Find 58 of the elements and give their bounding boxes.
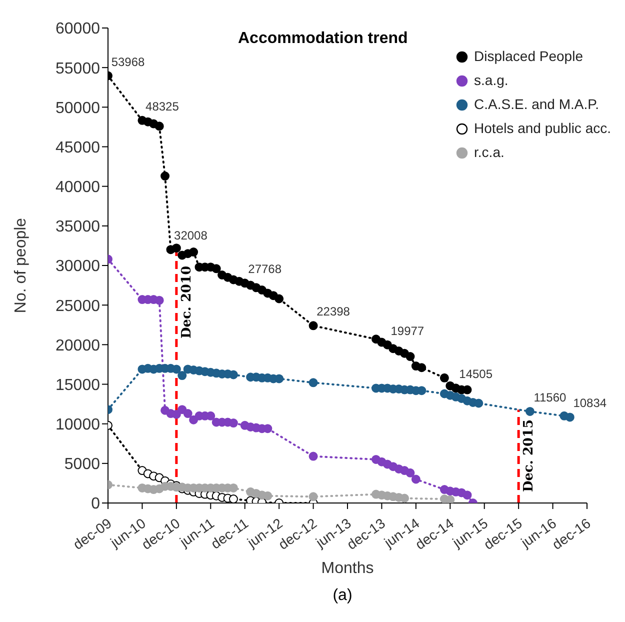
y-tick-label: 40000 <box>56 179 100 196</box>
point <box>263 491 272 500</box>
y-tick-label: 10000 <box>56 416 100 434</box>
point <box>525 406 534 416</box>
y-tick-label: 35000 <box>56 218 100 236</box>
y-tick-label: 20000 <box>56 337 100 354</box>
point <box>172 244 181 253</box>
annotation: 53968 <box>111 54 146 69</box>
point <box>406 352 415 362</box>
legend-label: C.A.S.E. and M.A.P. <box>474 96 600 112</box>
ref-line-label: Dec. 2010 <box>179 266 194 339</box>
point <box>446 495 455 503</box>
y-tick-label: 45000 <box>56 139 100 156</box>
y-tick-label: 25000 <box>56 298 100 315</box>
point <box>565 412 574 422</box>
point <box>474 398 484 408</box>
annotation: 19977 <box>390 324 424 338</box>
y-tick-label: 50000 <box>56 100 100 117</box>
annotation: 48325 <box>146 99 180 114</box>
point <box>308 452 318 461</box>
y-axis-title: No. of people <box>12 218 30 314</box>
point <box>212 264 221 274</box>
point <box>308 492 318 502</box>
point <box>160 172 170 181</box>
y-tick-label: 15000 <box>56 376 100 394</box>
point <box>462 490 472 500</box>
point <box>440 373 449 382</box>
annotation: 11560 <box>534 390 567 404</box>
y-tick-label: 5000 <box>64 456 100 474</box>
point <box>411 474 420 484</box>
point <box>400 494 410 503</box>
point <box>189 248 198 257</box>
legend-label: r.c.a. <box>474 144 504 160</box>
y-tick-label: 0 <box>91 496 100 513</box>
point <box>406 468 415 478</box>
point <box>178 371 187 380</box>
annotation: 14505 <box>459 367 493 382</box>
point <box>308 321 318 330</box>
x-axis-title: Months <box>321 560 374 577</box>
legend-label: s.a.g. <box>474 72 508 88</box>
annotation: 10834 <box>573 396 607 410</box>
y-tick-label: 60000 <box>56 20 100 38</box>
point <box>308 378 318 388</box>
chart-title: Accommodation trend <box>238 30 408 48</box>
y-tick-label: 55000 <box>56 60 100 78</box>
annotation: 22398 <box>316 304 350 319</box>
y-tick-label: 30000 <box>56 258 100 276</box>
ref-line-label: Dec. 2015 <box>522 419 537 492</box>
point <box>228 494 238 503</box>
point <box>274 294 284 304</box>
point <box>154 122 164 131</box>
point <box>417 363 426 372</box>
annotation: 32008 <box>174 228 208 243</box>
annotation: 27768 <box>248 262 282 276</box>
legend-label: Hotels and public acc. <box>474 120 611 136</box>
legend-label: Displaced People <box>474 48 583 64</box>
point <box>183 409 192 418</box>
text: (a) <box>332 587 354 605</box>
